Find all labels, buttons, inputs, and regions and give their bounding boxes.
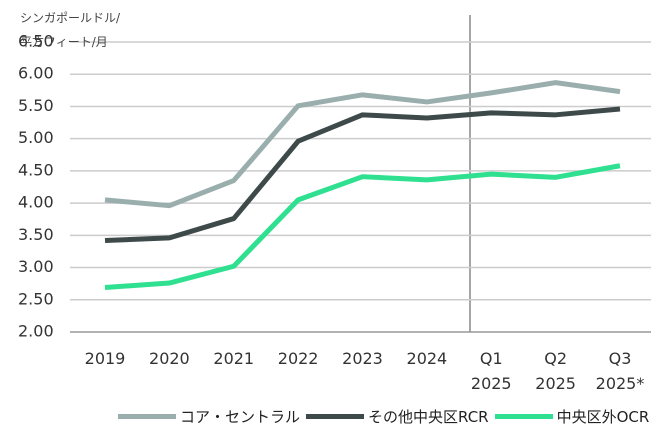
y-axis-label: シンガポールドル/ 平方フィート/月 xyxy=(20,11,121,49)
y-tick-label: 4.00 xyxy=(18,193,54,212)
legend-label: その他中央区RCR xyxy=(368,408,489,426)
y-tick-label: 3.00 xyxy=(18,257,54,276)
y-tick-label: 2.50 xyxy=(18,289,54,308)
legend: コア・セントラル その他中央区RCR 中央区外OCR xyxy=(118,406,651,427)
y-tick-label: 2.00 xyxy=(18,322,54,341)
y-tick-label: 6.00 xyxy=(18,64,54,83)
x-tick-label: Q1 2025 xyxy=(470,349,512,393)
line-series xyxy=(104,106,621,243)
legend-label: 中央区外OCR xyxy=(556,408,650,426)
x-tick-label: Q2 2025 xyxy=(535,349,576,393)
y-tick-label: 5.50 xyxy=(18,96,54,115)
x-tick-label: 2021 xyxy=(213,349,255,368)
legend-swatch xyxy=(306,414,365,419)
line-series xyxy=(104,163,621,291)
x-tick-label: 2020 xyxy=(149,349,190,368)
legend-item: 中央区外OCR xyxy=(494,406,650,427)
x-tick-label: 2019 xyxy=(84,349,126,368)
y-tick-label: 6.50 xyxy=(18,32,54,51)
line-series xyxy=(104,80,621,209)
x-tick-label: 2024 xyxy=(406,349,448,368)
legend-item: コア・セントラル xyxy=(118,406,300,427)
y-tick-label: 4.50 xyxy=(18,160,54,179)
legend-swatch xyxy=(118,414,176,419)
x-tick-label: 2023 xyxy=(342,349,383,368)
x-tick-label: 2022 xyxy=(277,349,319,368)
y-tick-label: 5.00 xyxy=(18,128,54,147)
legend-label: コア・セントラル xyxy=(180,408,301,426)
legend-swatch xyxy=(494,414,553,419)
legend-item: その他中央区RCR xyxy=(306,406,489,427)
y-tick-label: 3.50 xyxy=(18,225,54,244)
x-tick-label: Q3 2025* xyxy=(595,349,645,393)
